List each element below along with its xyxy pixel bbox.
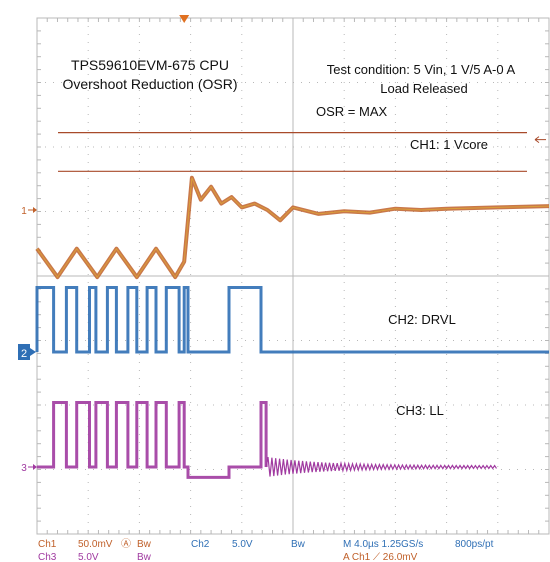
status-timebase: M 4.0µs 1.25GS/s [343, 539, 423, 550]
status-resolution: 800ps/pt [455, 539, 494, 550]
status-bar: Ch1 50.0mV Ⓐ Bw Ch2 5.0V Bw M 4.0µs 1.25… [38, 538, 494, 562]
test-condition-line-2: Load Released [380, 81, 467, 96]
waveforms [35, 175, 550, 479]
ch3-waveform [37, 401, 268, 479]
status-ch1: Ch1 [38, 539, 57, 550]
status-ch2-bw: Bw [291, 539, 306, 550]
ch2-waveform [35, 286, 549, 354]
ch2-marker-box [18, 344, 30, 360]
test-condition-line-1: Test condition: 5 Vin, 1 V/5 A-0 A [327, 62, 516, 77]
ch3-ringing [265, 456, 497, 477]
ch3-marker: 3 [21, 463, 27, 474]
status-ch1-bw: Bw [137, 539, 152, 550]
osr-label: OSR = MAX [316, 104, 387, 119]
graticule [36, 15, 550, 535]
ch1-marker: 1 [21, 206, 27, 217]
title-line-1: TPS59610EVM-675 CPU [71, 57, 229, 73]
channel-markers: 1 2 3 [18, 206, 37, 474]
status-ch3-bw: Bw [137, 552, 152, 562]
ch2-marker-arrow [30, 348, 36, 356]
status-trigger: A Ch1 ⟋ 26.0mV [343, 552, 418, 562]
ch2-marker: 2 [21, 348, 27, 360]
title-line-2: Overshoot Reduction (OSR) [62, 76, 237, 92]
ch1-marker-arrow [33, 207, 37, 213]
status-ch3-scale: 5.0V [78, 552, 99, 562]
ch3-label: CH3: LL [396, 403, 444, 418]
status-ch3: Ch3 [38, 552, 57, 562]
ch1-waveform-highlight [36, 177, 550, 279]
cursor-arrow [534, 136, 546, 143]
status-ch1-scale: 50.0mV [78, 539, 113, 550]
status-ch2-scale: 5.0V [232, 539, 253, 550]
cursor-lines [58, 132, 546, 172]
status-ch1-symbol: Ⓐ [121, 538, 131, 550]
status-ch2: Ch2 [191, 539, 210, 550]
trigger-position-marker [179, 15, 190, 23]
ch1-label: CH1: 1 Vcore [410, 137, 488, 152]
ch2-label: CH2: DRVL [388, 312, 456, 327]
ch3-marker-arrow [33, 464, 37, 470]
